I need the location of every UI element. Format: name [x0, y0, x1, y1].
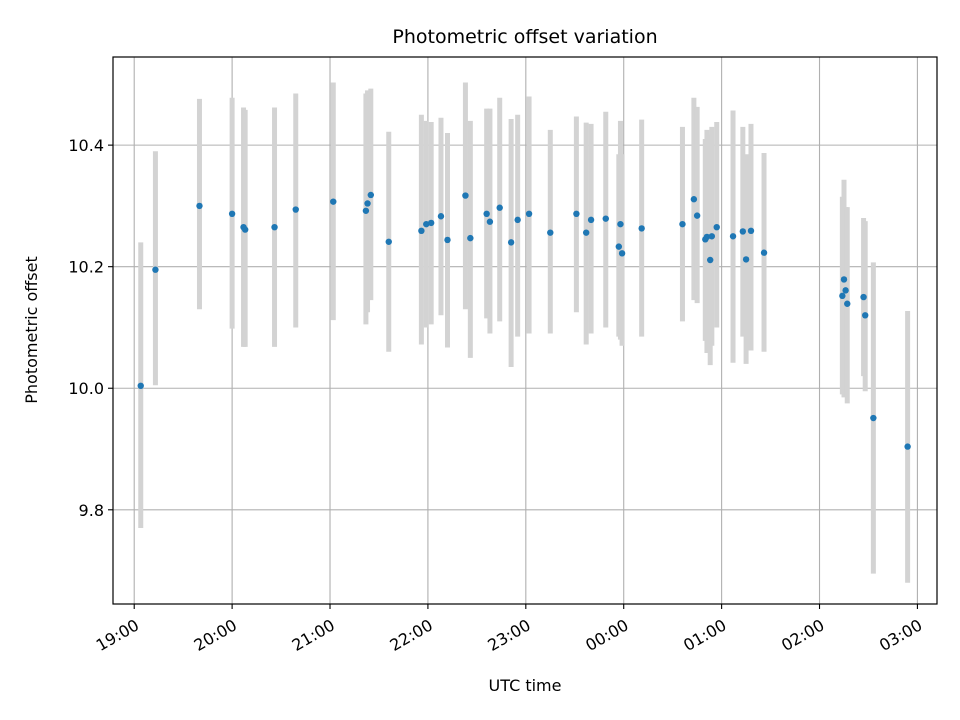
data-point [514, 216, 521, 224]
data-point [573, 210, 580, 218]
data-point [617, 220, 624, 228]
data-point [870, 414, 877, 422]
data-point [690, 196, 698, 203]
data-point [385, 238, 392, 245]
data-point [693, 212, 701, 219]
data-point [367, 191, 375, 199]
data-point [904, 443, 911, 450]
data-point [292, 206, 299, 213]
data-point [729, 233, 737, 240]
data-point [742, 256, 750, 263]
data-point [330, 198, 337, 205]
data-point [228, 210, 236, 218]
data-point [423, 220, 430, 228]
data-point [362, 207, 370, 214]
data-point [842, 287, 849, 294]
data-point [196, 202, 203, 210]
chart-title: Photometric offset variation [392, 26, 657, 48]
y-tick-label: 9.8 [79, 501, 104, 520]
data-point [602, 215, 609, 222]
plot-area-frame [112, 56, 938, 605]
data-point [486, 218, 494, 225]
y-tick-label: 10.4 [68, 136, 104, 155]
y-axis-ticks: 9.8 10.0 10.2 10.4 [68, 136, 113, 520]
data-point [747, 227, 755, 235]
data-point [703, 233, 711, 241]
y-axis-label: Photometric offset [22, 256, 41, 404]
data-points [137, 191, 911, 450]
data-point [708, 233, 716, 240]
data-point [467, 234, 474, 242]
data-point [483, 210, 490, 218]
data-point [271, 223, 278, 231]
data-point [496, 204, 503, 211]
x-axis-label: UTC time [489, 676, 562, 695]
data-point [840, 276, 848, 283]
data-point [364, 200, 371, 207]
data-point [844, 300, 851, 307]
data-point [418, 227, 425, 235]
data-point [679, 220, 686, 228]
data-point [760, 249, 768, 256]
data-point [618, 250, 626, 257]
data-point [507, 239, 515, 246]
data-point [713, 223, 720, 231]
data-point [427, 219, 435, 227]
data-point [860, 293, 867, 301]
data-point [587, 216, 595, 224]
data-point [444, 236, 451, 244]
data-point [839, 292, 846, 300]
data-point [547, 229, 554, 236]
y-tick-label: 10.0 [68, 379, 104, 398]
data-point [152, 266, 159, 273]
data-point [137, 382, 144, 390]
data-point [525, 210, 533, 218]
y-tick-label: 10.2 [68, 258, 104, 277]
data-point [437, 213, 445, 220]
data-point [462, 192, 469, 199]
data-point [615, 243, 623, 250]
data-point [582, 229, 590, 236]
data-point [739, 228, 747, 235]
data-point [862, 312, 869, 319]
data-point [241, 226, 249, 233]
data-point [706, 256, 714, 264]
data-point [638, 225, 645, 232]
